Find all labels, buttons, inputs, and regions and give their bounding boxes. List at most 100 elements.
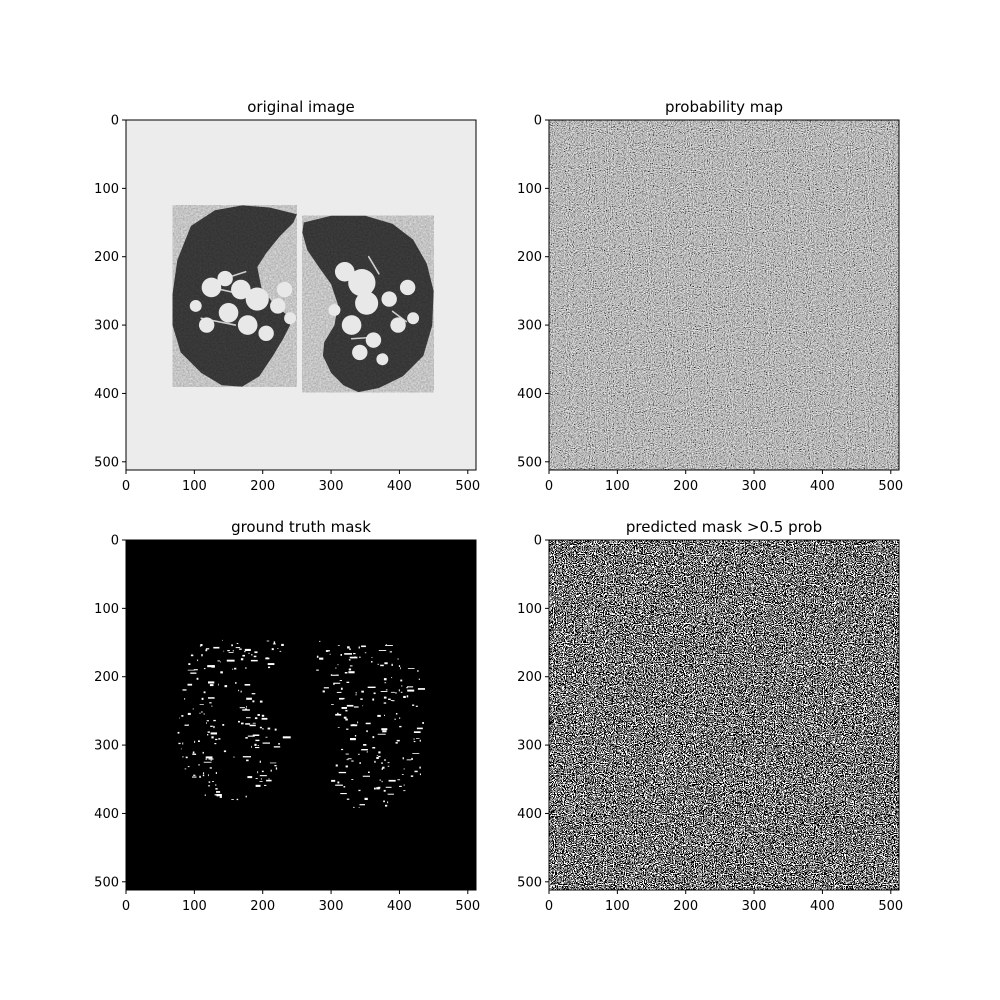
mask-segment	[190, 654, 194, 657]
mask-segment	[240, 658, 244, 661]
y-tick-label: 400	[517, 387, 542, 402]
x-tick-label: 500	[455, 479, 480, 494]
mask-segment	[376, 756, 379, 759]
mask-segment	[208, 681, 215, 684]
mask-segment	[355, 694, 357, 696]
mask-segment	[245, 723, 251, 725]
x-tick-label: 300	[319, 479, 344, 494]
mask-segment	[329, 653, 331, 655]
mask-segment	[419, 739, 421, 742]
mask-segment	[416, 727, 423, 730]
y-tick-label: 500	[94, 455, 119, 470]
mask-segment	[319, 657, 324, 660]
x-tick-label: 300	[742, 899, 767, 914]
mask-segment	[400, 691, 403, 693]
mask-segment	[366, 730, 368, 733]
mask-segment	[198, 764, 200, 766]
mask-segment	[259, 700, 263, 703]
mask-segment	[205, 756, 213, 759]
mask-segment	[266, 640, 270, 642]
x-tick-label: 200	[250, 479, 275, 494]
mask-segment	[245, 795, 247, 798]
mask-segment	[241, 722, 244, 725]
mask-segment	[390, 691, 395, 693]
mask-segment	[210, 759, 212, 761]
mask-segment	[211, 705, 213, 707]
vessel-dot	[352, 344, 368, 361]
mask-segment	[196, 677, 199, 680]
mask-segment	[251, 745, 252, 748]
mask-segment	[397, 658, 399, 660]
mask-segment	[346, 728, 349, 730]
mask-segment	[259, 760, 261, 763]
mask-segment	[350, 738, 356, 741]
mask-segment	[346, 759, 349, 761]
mask-segment	[339, 697, 345, 700]
mask-segment	[254, 743, 257, 746]
mask-segment	[343, 716, 347, 719]
y-tick-label: 400	[517, 807, 542, 822]
mask-segment	[388, 779, 396, 782]
mask-segment	[383, 696, 387, 699]
mask-segment	[203, 713, 205, 715]
mask-segment	[322, 690, 325, 693]
axes-frame	[548, 119, 900, 471]
mask-segment	[267, 727, 271, 730]
mask-segment	[348, 668, 352, 671]
mask-segment	[252, 722, 256, 724]
mask-segment	[345, 765, 348, 768]
mask-segment	[227, 650, 230, 652]
mask-segment	[358, 789, 361, 792]
y-tick-label: 200	[94, 250, 119, 265]
vessel-dot	[218, 302, 239, 323]
mask-segment	[200, 644, 203, 647]
mask-segment	[380, 664, 384, 667]
mask-segment	[213, 725, 215, 729]
mask-segment	[395, 713, 398, 715]
mask-segment	[388, 698, 391, 700]
mask-segment	[255, 739, 260, 742]
mask-segment	[187, 766, 190, 768]
mask-segment	[233, 756, 235, 758]
mask-segment	[413, 741, 416, 743]
mask-segment	[208, 785, 210, 787]
mask-segment	[182, 689, 187, 691]
mask-segment	[259, 781, 263, 782]
mask-segment	[417, 688, 425, 690]
mask-segment	[330, 674, 339, 676]
mask-segment	[182, 742, 184, 745]
mask-segment	[266, 779, 272, 782]
x-tick-label: 100	[182, 479, 207, 494]
mask-segment	[206, 720, 209, 722]
mask-segment	[391, 663, 393, 666]
mask-segment	[215, 738, 218, 741]
y-tick-label: 400	[94, 807, 119, 822]
mask-segment	[419, 773, 421, 776]
mask-segment	[406, 759, 412, 761]
mask-segment	[399, 725, 402, 728]
mask-segment	[216, 791, 221, 793]
vessel-dot	[198, 317, 215, 333]
mask-segment	[403, 768, 405, 770]
mask-segment	[203, 761, 212, 763]
y-tick-label: 0	[111, 534, 119, 549]
mask-segment	[190, 672, 197, 674]
x-tick-label: 500	[455, 899, 480, 914]
mask-segment	[213, 646, 220, 649]
mask-segment	[340, 654, 342, 656]
mask-segment	[343, 786, 346, 788]
mask-segment	[264, 784, 267, 786]
mask-segment	[188, 663, 191, 665]
mask-segment	[347, 758, 352, 760]
mask-segment	[406, 687, 408, 689]
mask-segment	[410, 775, 414, 777]
mask-segment	[266, 657, 268, 660]
mask-segment	[215, 772, 217, 774]
mask-segment	[349, 656, 358, 659]
mask-segment	[412, 704, 415, 706]
mask-segment	[362, 775, 370, 777]
mask-segment	[355, 692, 357, 694]
vessel-line	[367, 255, 380, 275]
